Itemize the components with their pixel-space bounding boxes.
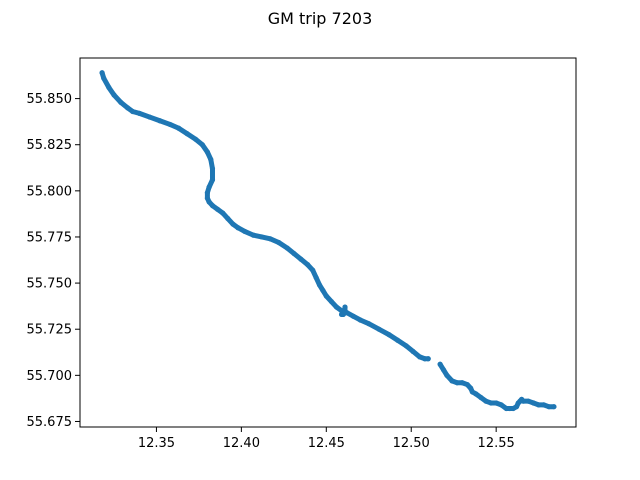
data-point — [209, 203, 216, 209]
y-tick-label: 55.850 — [27, 92, 73, 107]
data-point — [376, 326, 382, 332]
data-point — [267, 236, 273, 242]
data-point — [525, 398, 532, 404]
data-point — [536, 402, 542, 408]
y-tick-label: 55.750 — [27, 277, 73, 292]
data-point — [157, 118, 163, 124]
data-point — [386, 332, 392, 338]
data-point — [242, 228, 248, 235]
data-point — [305, 262, 311, 268]
data-point — [214, 206, 221, 212]
data-point — [320, 287, 326, 294]
data-point — [310, 267, 316, 273]
data-point — [199, 142, 205, 148]
data-point — [395, 337, 401, 343]
data-point — [284, 245, 290, 251]
y-tick-label: 55.725 — [27, 323, 73, 338]
data-point — [225, 215, 231, 222]
data-point — [473, 391, 479, 397]
data-point — [541, 402, 547, 408]
axes-frame — [79, 57, 577, 428]
data-layer — [99, 70, 557, 412]
data-point — [366, 321, 372, 327]
data-point — [276, 239, 282, 246]
data-point — [204, 149, 210, 155]
x-tick-label: 12.45 — [308, 436, 345, 451]
data-point — [204, 190, 210, 196]
data-point — [291, 250, 297, 257]
data-point — [235, 225, 241, 231]
data-point — [350, 313, 357, 319]
data-point — [136, 110, 143, 116]
data-point — [530, 400, 537, 406]
data-series — [99, 70, 557, 412]
data-point — [220, 210, 226, 216]
y-axis: 55.675 55.700 55.725 55.750 55.775 55.800 55.8… — [27, 92, 80, 430]
data-point — [478, 394, 484, 401]
x-axis: 12.35 12.40 12.45 12.50 12.55 — [138, 427, 515, 451]
data-point — [192, 136, 199, 142]
data-point — [106, 84, 112, 91]
data-point — [209, 166, 216, 172]
x-tick-label: 12.35 — [138, 436, 175, 451]
data-point — [342, 310, 348, 316]
data-point — [417, 354, 423, 360]
data-point — [208, 156, 214, 163]
y-tick-label: 55.700 — [27, 369, 73, 384]
data-point — [551, 404, 557, 410]
data-point — [357, 317, 363, 323]
data-point — [459, 380, 465, 386]
data-point — [313, 274, 319, 281]
data-point — [328, 298, 334, 305]
y-tick-label: 55.800 — [27, 184, 73, 199]
data-point — [124, 105, 131, 111]
data-point — [206, 184, 212, 190]
data-point — [167, 121, 173, 128]
data-point — [437, 361, 443, 367]
data-point — [425, 356, 431, 362]
y-tick-label: 55.825 — [27, 138, 73, 153]
data-point — [118, 99, 124, 105]
track-segment — [99, 70, 431, 362]
data-point — [342, 304, 348, 310]
data-point — [520, 398, 526, 404]
y-tick-label: 55.775 — [27, 230, 73, 245]
data-point — [483, 398, 489, 404]
data-point — [130, 108, 136, 115]
data-point — [298, 256, 304, 262]
data-point — [101, 75, 107, 81]
y-tick-label: 55.675 — [27, 415, 73, 430]
data-point — [449, 378, 455, 384]
plot-area — [79, 57, 577, 428]
data-point — [546, 404, 552, 410]
data-point — [206, 199, 212, 205]
data-point — [333, 304, 340, 310]
data-point — [184, 131, 190, 137]
x-tick-label: 12.55 — [478, 436, 515, 451]
data-point — [175, 125, 182, 131]
data-point — [147, 114, 153, 120]
x-tick-label: 12.50 — [393, 436, 430, 451]
data-point — [316, 282, 323, 288]
data-point — [209, 177, 216, 183]
data-point — [250, 232, 256, 238]
data-point — [464, 381, 470, 388]
x-tick-label: 12.40 — [223, 436, 260, 451]
data-point — [403, 343, 409, 349]
data-point — [454, 380, 460, 386]
data-point — [323, 293, 329, 299]
data-point — [444, 372, 450, 378]
data-point — [493, 400, 499, 406]
data-point — [498, 402, 504, 408]
data-point — [230, 221, 236, 227]
data-point — [440, 367, 447, 373]
data-point — [99, 70, 105, 76]
data-point — [488, 400, 494, 406]
data-point — [410, 348, 416, 354]
chart-title: GM trip 7203 — [268, 9, 373, 28]
data-point — [111, 92, 117, 98]
data-point — [259, 234, 265, 240]
